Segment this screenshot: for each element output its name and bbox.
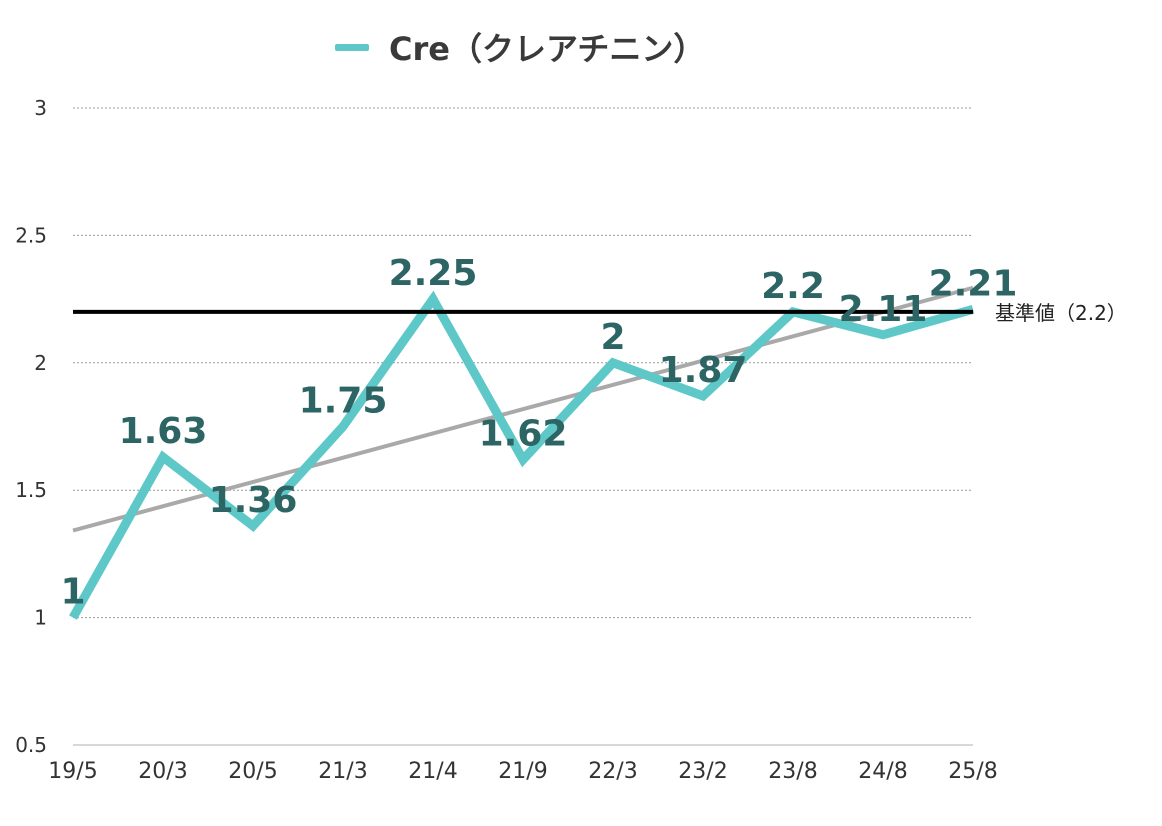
y-tick-label: 1.5: [15, 478, 47, 502]
y-tick-label: 2: [34, 351, 47, 375]
x-tick-label: 21/3: [318, 759, 367, 784]
data-point: [612, 362, 614, 364]
x-tick-label: 21/9: [498, 759, 547, 784]
y-tick-label: 3: [34, 96, 47, 120]
data-label: 2: [600, 317, 625, 358]
data-point: [522, 459, 524, 461]
data-label: 1.63: [119, 411, 208, 452]
legend-label: Cre（クレアチニン）: [389, 30, 706, 68]
data-label: 1.62: [479, 414, 568, 455]
x-tick-label: 22/3: [588, 759, 637, 784]
data-label: 1.87: [659, 350, 748, 391]
x-tick-label: 21/4: [408, 759, 457, 784]
y-tick-label: 1: [34, 606, 47, 630]
legend-swatch: [335, 43, 369, 51]
data-label: 2.11: [839, 289, 928, 330]
data-point: [882, 334, 884, 336]
trendline: [72, 285, 974, 533]
data-point: [162, 456, 164, 458]
series-line: [69, 290, 975, 620]
x-tick-label: 23/8: [768, 759, 817, 784]
reference-line-label: 基準値（2.2）: [995, 301, 1127, 325]
data-label: 2.2: [761, 266, 825, 307]
data-point: [72, 617, 74, 619]
x-tick-label: 23/2: [678, 759, 727, 784]
data-label: 1.75: [299, 381, 388, 422]
x-tick-label: 20/3: [138, 759, 187, 784]
data-point: [342, 426, 344, 428]
legend: Cre（クレアチニン）: [335, 22, 705, 72]
data-point: [432, 298, 434, 300]
data-label: 2.21: [929, 263, 1018, 304]
y-tick-label: 2.5: [15, 223, 47, 247]
data-label: 1: [60, 572, 85, 613]
x-tick-label: 20/5: [228, 759, 277, 784]
data-point: [702, 395, 704, 397]
y-tick-label: 0.5: [15, 733, 47, 757]
data-label: 1.36: [209, 480, 298, 521]
x-tick-label: 25/8: [948, 759, 997, 784]
data-point: [252, 525, 254, 527]
x-tick-label: 19/5: [48, 759, 97, 784]
data-label: 2.25: [389, 253, 478, 294]
x-tick-label: 24/8: [858, 759, 907, 784]
